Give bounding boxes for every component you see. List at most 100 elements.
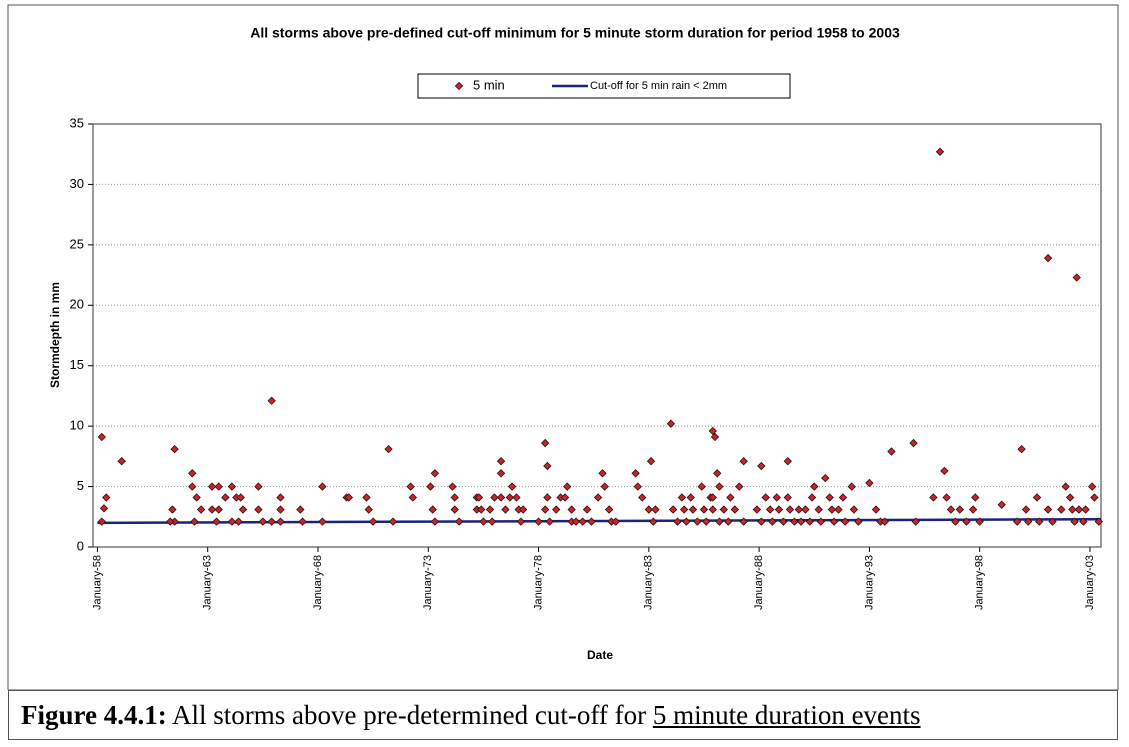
scatter-point <box>406 482 415 491</box>
scatter-point <box>668 505 678 514</box>
scatter-point <box>488 517 497 526</box>
scatter-point <box>192 493 201 502</box>
scatter-point <box>221 493 230 502</box>
y-tick-label: 30 <box>70 176 84 191</box>
scatter-point <box>450 505 459 514</box>
scatter-point <box>276 505 285 514</box>
scatter-point <box>408 493 417 502</box>
caption-label: Figure 4.4.1: <box>21 700 167 730</box>
scatter-point <box>854 517 863 526</box>
scatter-point <box>829 517 839 526</box>
scatter-point <box>847 482 856 491</box>
scatter-point <box>505 493 515 502</box>
scatter-point <box>757 461 766 471</box>
y-tick-label: 15 <box>70 357 84 372</box>
scatter-point <box>571 517 581 526</box>
scatter-point <box>604 505 614 514</box>
scatter-point <box>541 438 550 448</box>
scatter-point <box>560 493 570 502</box>
scatter-point <box>810 482 819 491</box>
scatter-point <box>543 461 552 471</box>
figure-caption: Figure 4.4.1: All storms above pre-deter… <box>8 690 1118 740</box>
scatter-point <box>796 517 806 526</box>
scatter-point <box>97 517 106 526</box>
scatter-point <box>102 493 111 502</box>
scatter-point <box>1094 517 1103 526</box>
scatter-point <box>739 457 748 466</box>
scatter-point <box>611 517 620 526</box>
scatter-point <box>719 505 728 514</box>
scatter-point <box>426 482 435 491</box>
scatter-point <box>1074 505 1084 514</box>
scatter-point <box>166 517 175 526</box>
scatter-point <box>276 517 285 526</box>
scatter-point <box>567 505 576 514</box>
scatter-point <box>713 469 722 478</box>
scatter-point <box>715 482 724 491</box>
y-tick-label: 10 <box>70 418 84 433</box>
scatter-point <box>779 517 788 526</box>
y-axis-label: Stormdepth in mm <box>48 282 62 388</box>
scatter-point <box>761 493 770 502</box>
scatter-point <box>768 517 777 526</box>
scatter-point <box>598 469 607 478</box>
legend-swatch <box>454 81 464 91</box>
scatter-point <box>827 505 837 514</box>
scatter-point <box>968 505 978 514</box>
plot-area <box>93 124 1101 547</box>
scatter-point <box>344 493 354 502</box>
scatter-point <box>783 493 792 502</box>
x-tick-label: January-83 <box>643 555 655 610</box>
scatter-point <box>955 505 965 514</box>
scatter-point <box>227 517 237 526</box>
scatter-point <box>688 505 698 514</box>
scatter-point <box>682 517 691 526</box>
scatter-point <box>708 505 717 514</box>
scatter-point <box>362 493 371 502</box>
scatter-point <box>563 482 572 491</box>
scatter-point <box>1061 482 1070 491</box>
scatter-point <box>582 505 592 514</box>
legend-label: 5 min <box>473 77 505 92</box>
scatter-point <box>267 396 276 405</box>
scatter-point <box>236 493 245 502</box>
scatter-point <box>552 505 561 514</box>
scatter-point <box>1032 493 1042 502</box>
scatter-point <box>790 517 799 526</box>
scatter-point <box>697 482 706 491</box>
scatter-point <box>430 517 440 526</box>
scatter-point <box>840 517 850 526</box>
scatter-point <box>1068 505 1077 514</box>
scatter-point <box>975 517 984 526</box>
scatter-point <box>448 482 457 491</box>
scatter-point <box>298 517 307 526</box>
scatter-point <box>1013 517 1022 526</box>
scatter-point <box>1024 517 1033 526</box>
scatter-point <box>593 493 603 502</box>
scatter-point <box>541 505 550 514</box>
scatter-point <box>865 478 874 488</box>
scatter-point <box>702 517 711 526</box>
scatter-point <box>909 438 918 448</box>
scatter-point <box>258 517 268 526</box>
scatter-point <box>543 493 552 502</box>
scatter-point <box>207 482 217 491</box>
x-tick-label: January-98 <box>974 555 986 610</box>
scatter-point <box>807 493 817 502</box>
scatter-point <box>496 493 506 502</box>
scatter-point <box>587 517 596 526</box>
scatter-point <box>254 482 263 491</box>
plot-border <box>92 123 1102 548</box>
scatter-point <box>935 147 945 156</box>
chart: All storms above pre-defined cut-off min… <box>7 4 1119 691</box>
scatter-point <box>1017 444 1026 454</box>
scatter-point <box>238 505 248 514</box>
scatter-point <box>633 482 642 491</box>
scatter-point <box>679 505 689 514</box>
scatter-point <box>479 517 488 526</box>
scatter-point <box>254 505 263 514</box>
scatter-point <box>450 493 459 502</box>
chart-title: All storms above pre-defined cut-off min… <box>250 25 900 41</box>
scatter-point <box>188 469 197 478</box>
